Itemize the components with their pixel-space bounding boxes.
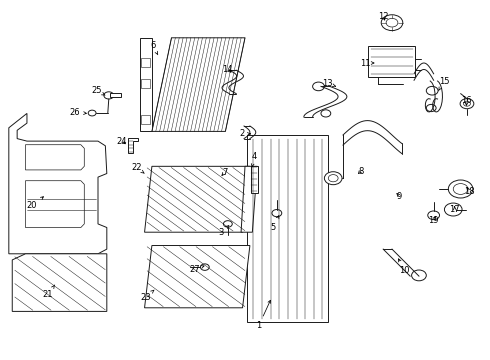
Text: 12: 12 (378, 12, 389, 21)
Circle shape (200, 264, 209, 270)
Text: 14: 14 (222, 65, 233, 74)
Text: 19: 19 (428, 216, 439, 225)
Text: 2: 2 (240, 129, 250, 138)
Text: 9: 9 (397, 192, 402, 201)
Circle shape (464, 101, 470, 106)
Polygon shape (128, 138, 138, 153)
Bar (141, 79, 150, 88)
Bar (141, 115, 150, 124)
Text: 23: 23 (141, 290, 154, 302)
Text: 4: 4 (251, 152, 257, 167)
Circle shape (324, 172, 342, 185)
Text: 26: 26 (69, 108, 86, 117)
Bar (110, 93, 121, 97)
Circle shape (223, 221, 232, 227)
Bar (251, 166, 258, 193)
Bar (140, 38, 152, 131)
Bar (141, 58, 150, 67)
Text: 13: 13 (322, 79, 336, 88)
Text: 6: 6 (150, 40, 158, 55)
Polygon shape (145, 166, 250, 232)
Circle shape (328, 175, 338, 182)
Polygon shape (241, 166, 257, 232)
Text: 15: 15 (439, 77, 449, 91)
Polygon shape (25, 181, 84, 228)
Polygon shape (9, 113, 107, 254)
Circle shape (448, 180, 473, 198)
Text: 16: 16 (461, 96, 472, 105)
Circle shape (381, 15, 403, 31)
Text: 7: 7 (222, 167, 227, 176)
Text: 3: 3 (219, 225, 229, 237)
Circle shape (426, 86, 438, 95)
Text: 10: 10 (398, 259, 410, 275)
Text: 8: 8 (358, 166, 363, 175)
Text: 18: 18 (464, 187, 475, 196)
Circle shape (272, 210, 282, 217)
Circle shape (412, 270, 426, 281)
Text: 5: 5 (271, 216, 279, 232)
Circle shape (104, 92, 114, 99)
Circle shape (386, 18, 398, 27)
Circle shape (453, 184, 468, 194)
Text: 11: 11 (360, 58, 374, 68)
Polygon shape (12, 254, 107, 311)
Text: 21: 21 (43, 285, 55, 299)
Polygon shape (25, 145, 84, 170)
Text: 20: 20 (26, 197, 44, 210)
Circle shape (444, 203, 462, 216)
Text: 1: 1 (256, 300, 270, 330)
Text: 22: 22 (131, 163, 144, 173)
Polygon shape (152, 38, 245, 131)
Circle shape (321, 110, 331, 117)
Circle shape (88, 110, 96, 116)
Circle shape (460, 99, 474, 109)
Circle shape (313, 82, 324, 91)
Text: 24: 24 (116, 136, 127, 145)
Polygon shape (145, 246, 250, 308)
Text: 17: 17 (449, 205, 460, 214)
Text: 27: 27 (190, 265, 204, 274)
Circle shape (426, 104, 436, 112)
Bar (368, 46, 415, 77)
Text: 25: 25 (92, 86, 105, 95)
Circle shape (428, 211, 440, 220)
Bar (247, 135, 328, 322)
